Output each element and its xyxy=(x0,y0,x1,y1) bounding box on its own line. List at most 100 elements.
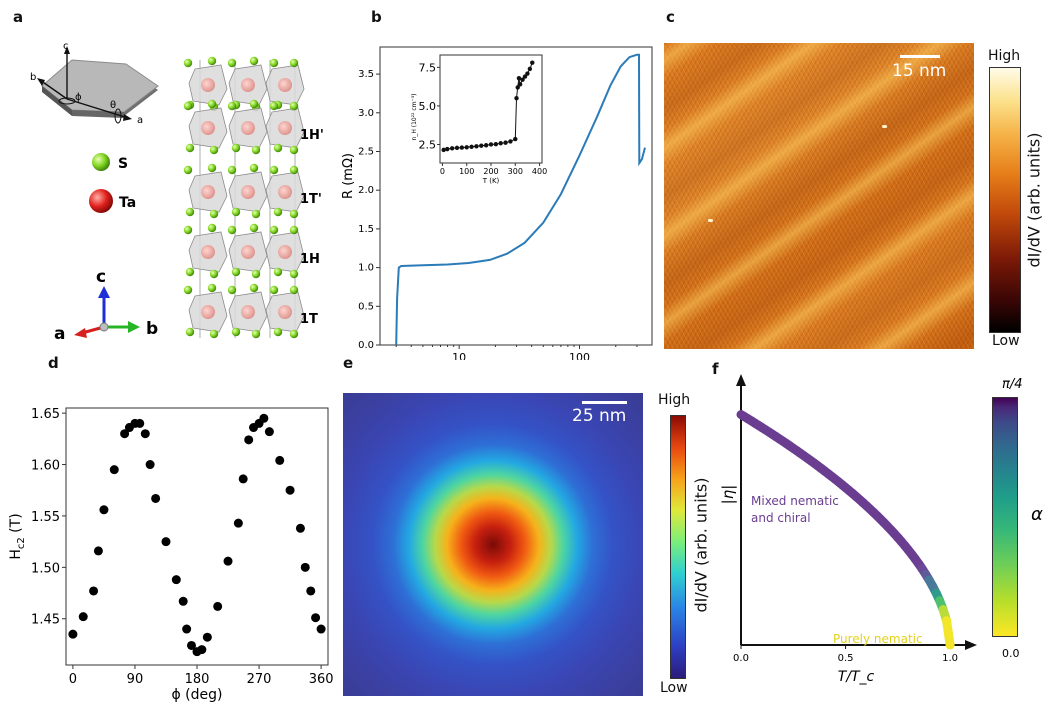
axis-a-label: a xyxy=(137,115,143,126)
colorbar-c-label: dI/dV (arb. units) xyxy=(1024,132,1044,268)
yaxis-label-d: Hc2 (T) xyxy=(8,513,27,559)
ytick-label: 1.60 xyxy=(31,459,60,474)
panel-label-b: b xyxy=(371,8,382,26)
inset-point xyxy=(441,147,446,153)
sulfur-atom xyxy=(289,285,299,295)
data-point xyxy=(197,645,207,655)
inset-point xyxy=(530,60,535,65)
annotation-mixed-2: and chiral xyxy=(751,511,811,525)
xtick-label: 1.0 xyxy=(942,653,958,664)
inset-point xyxy=(508,139,513,144)
xaxis-label-f: T/T_c xyxy=(838,669,875,685)
data-point xyxy=(99,505,109,515)
colorbar-c-high: High xyxy=(988,48,1021,64)
xtick-label: 10 xyxy=(452,351,466,360)
inset-xtick-label: 100 xyxy=(459,167,474,176)
colorbar-f-label: α xyxy=(1031,504,1043,525)
sulfur-atom xyxy=(249,223,259,233)
data-point xyxy=(151,493,161,503)
phi-label: ϕ xyxy=(75,92,82,103)
colorbar-e xyxy=(670,415,686,679)
inset-point xyxy=(525,71,530,76)
data-point xyxy=(259,413,269,423)
sulfur-atom xyxy=(185,327,195,337)
inset-point xyxy=(513,136,518,142)
inset-point xyxy=(469,144,474,149)
sulfur-atom xyxy=(183,225,193,235)
sulfur-atom xyxy=(249,283,259,293)
panel-label-c: c xyxy=(666,8,675,26)
data-point xyxy=(171,575,181,585)
panel-label-f: f xyxy=(712,360,719,378)
ytick-label: 1.65 xyxy=(31,407,60,422)
ytick-label: 3.0 xyxy=(358,108,374,119)
scalebar-e-label: 25 nm xyxy=(572,406,627,426)
sulfur-atom xyxy=(269,165,279,175)
sulfur-atom xyxy=(227,285,237,295)
scalebar-e xyxy=(582,401,627,404)
plot-frame-d xyxy=(65,407,329,666)
legend-ta-label: Ta xyxy=(119,195,136,211)
axis-b-label: b xyxy=(30,72,36,83)
colorbar-f-top: π/4 xyxy=(1002,377,1022,392)
sulfur-atom xyxy=(209,329,219,339)
tantalum-atom xyxy=(278,78,292,92)
tantalum-atom xyxy=(241,245,255,259)
sulfur-atom xyxy=(231,207,241,217)
sulfur-atom xyxy=(251,329,261,339)
panel-label-a: a xyxy=(13,8,24,26)
xtick-label: 100 xyxy=(569,351,590,360)
theta-label: θ xyxy=(110,100,116,111)
hc2-chart: 1.45 1.50 1.55 1.60 1.65 0 90 180 270 360 ϕ (deg) H… xyxy=(8,407,334,703)
sulfur-atom xyxy=(269,101,279,111)
data-point xyxy=(178,596,188,606)
tantalum-atom xyxy=(278,245,292,259)
inset-xtick-label: 400 xyxy=(532,167,547,176)
sulfur-atom xyxy=(273,207,283,217)
inset-point xyxy=(515,85,520,90)
colorbar-e-high: High xyxy=(658,392,691,408)
tantalum-atom xyxy=(201,305,215,319)
xtick-label: 90 xyxy=(127,672,144,687)
colorbar-f-bottom: 0.0 xyxy=(1002,647,1020,660)
sulfur-atom xyxy=(227,58,237,68)
inset-ytick-label: 2.5 xyxy=(419,138,437,151)
inset-point xyxy=(445,146,450,152)
sulfur-atom xyxy=(251,145,261,155)
data-point xyxy=(202,632,212,642)
xtick-label: 180 xyxy=(185,672,210,687)
data-point xyxy=(311,613,321,623)
inset-xaxis-label: T (K) xyxy=(482,177,500,185)
inset-point xyxy=(449,146,455,151)
sulfur-atom xyxy=(227,225,237,235)
sulfur-atom xyxy=(289,329,299,339)
data-point xyxy=(120,429,130,439)
xaxis-arrow-icon xyxy=(965,640,977,650)
data-point xyxy=(285,485,295,495)
inset-point xyxy=(516,75,522,81)
data-point xyxy=(109,465,119,475)
inset-point xyxy=(488,142,494,147)
inset-yaxis-label: n_H (10²² cm⁻³) xyxy=(411,94,418,141)
layer-label-1h: 1H xyxy=(300,252,320,267)
xtick-label: 0.5 xyxy=(838,653,854,664)
data-point xyxy=(186,640,196,650)
sulfur-atom xyxy=(227,101,237,111)
vortex-map-image: 25 nm xyxy=(343,393,643,696)
sulfur-atom xyxy=(289,269,299,279)
data-point xyxy=(182,624,192,634)
crystal-structure-figure: c b a ϕ θ S Ta c a b 1H' 1T' 1H 1T xyxy=(30,41,324,344)
data-point xyxy=(295,523,305,533)
inset-ytick-label: 5.0 xyxy=(419,100,437,113)
scalebar-c xyxy=(900,55,940,58)
inset-xtick-label: 0 xyxy=(440,167,445,176)
tantalum-atom xyxy=(241,121,255,135)
ytick-label: 1.55 xyxy=(31,510,60,525)
tantalum-atom xyxy=(278,185,292,199)
data-point xyxy=(140,429,150,439)
sulfur-atom xyxy=(289,209,299,219)
ytick-label: 0.0 xyxy=(358,340,374,351)
tantalum-atom xyxy=(201,185,215,199)
ytick-label: 3.5 xyxy=(358,69,374,80)
sulfur-atom xyxy=(209,145,219,155)
